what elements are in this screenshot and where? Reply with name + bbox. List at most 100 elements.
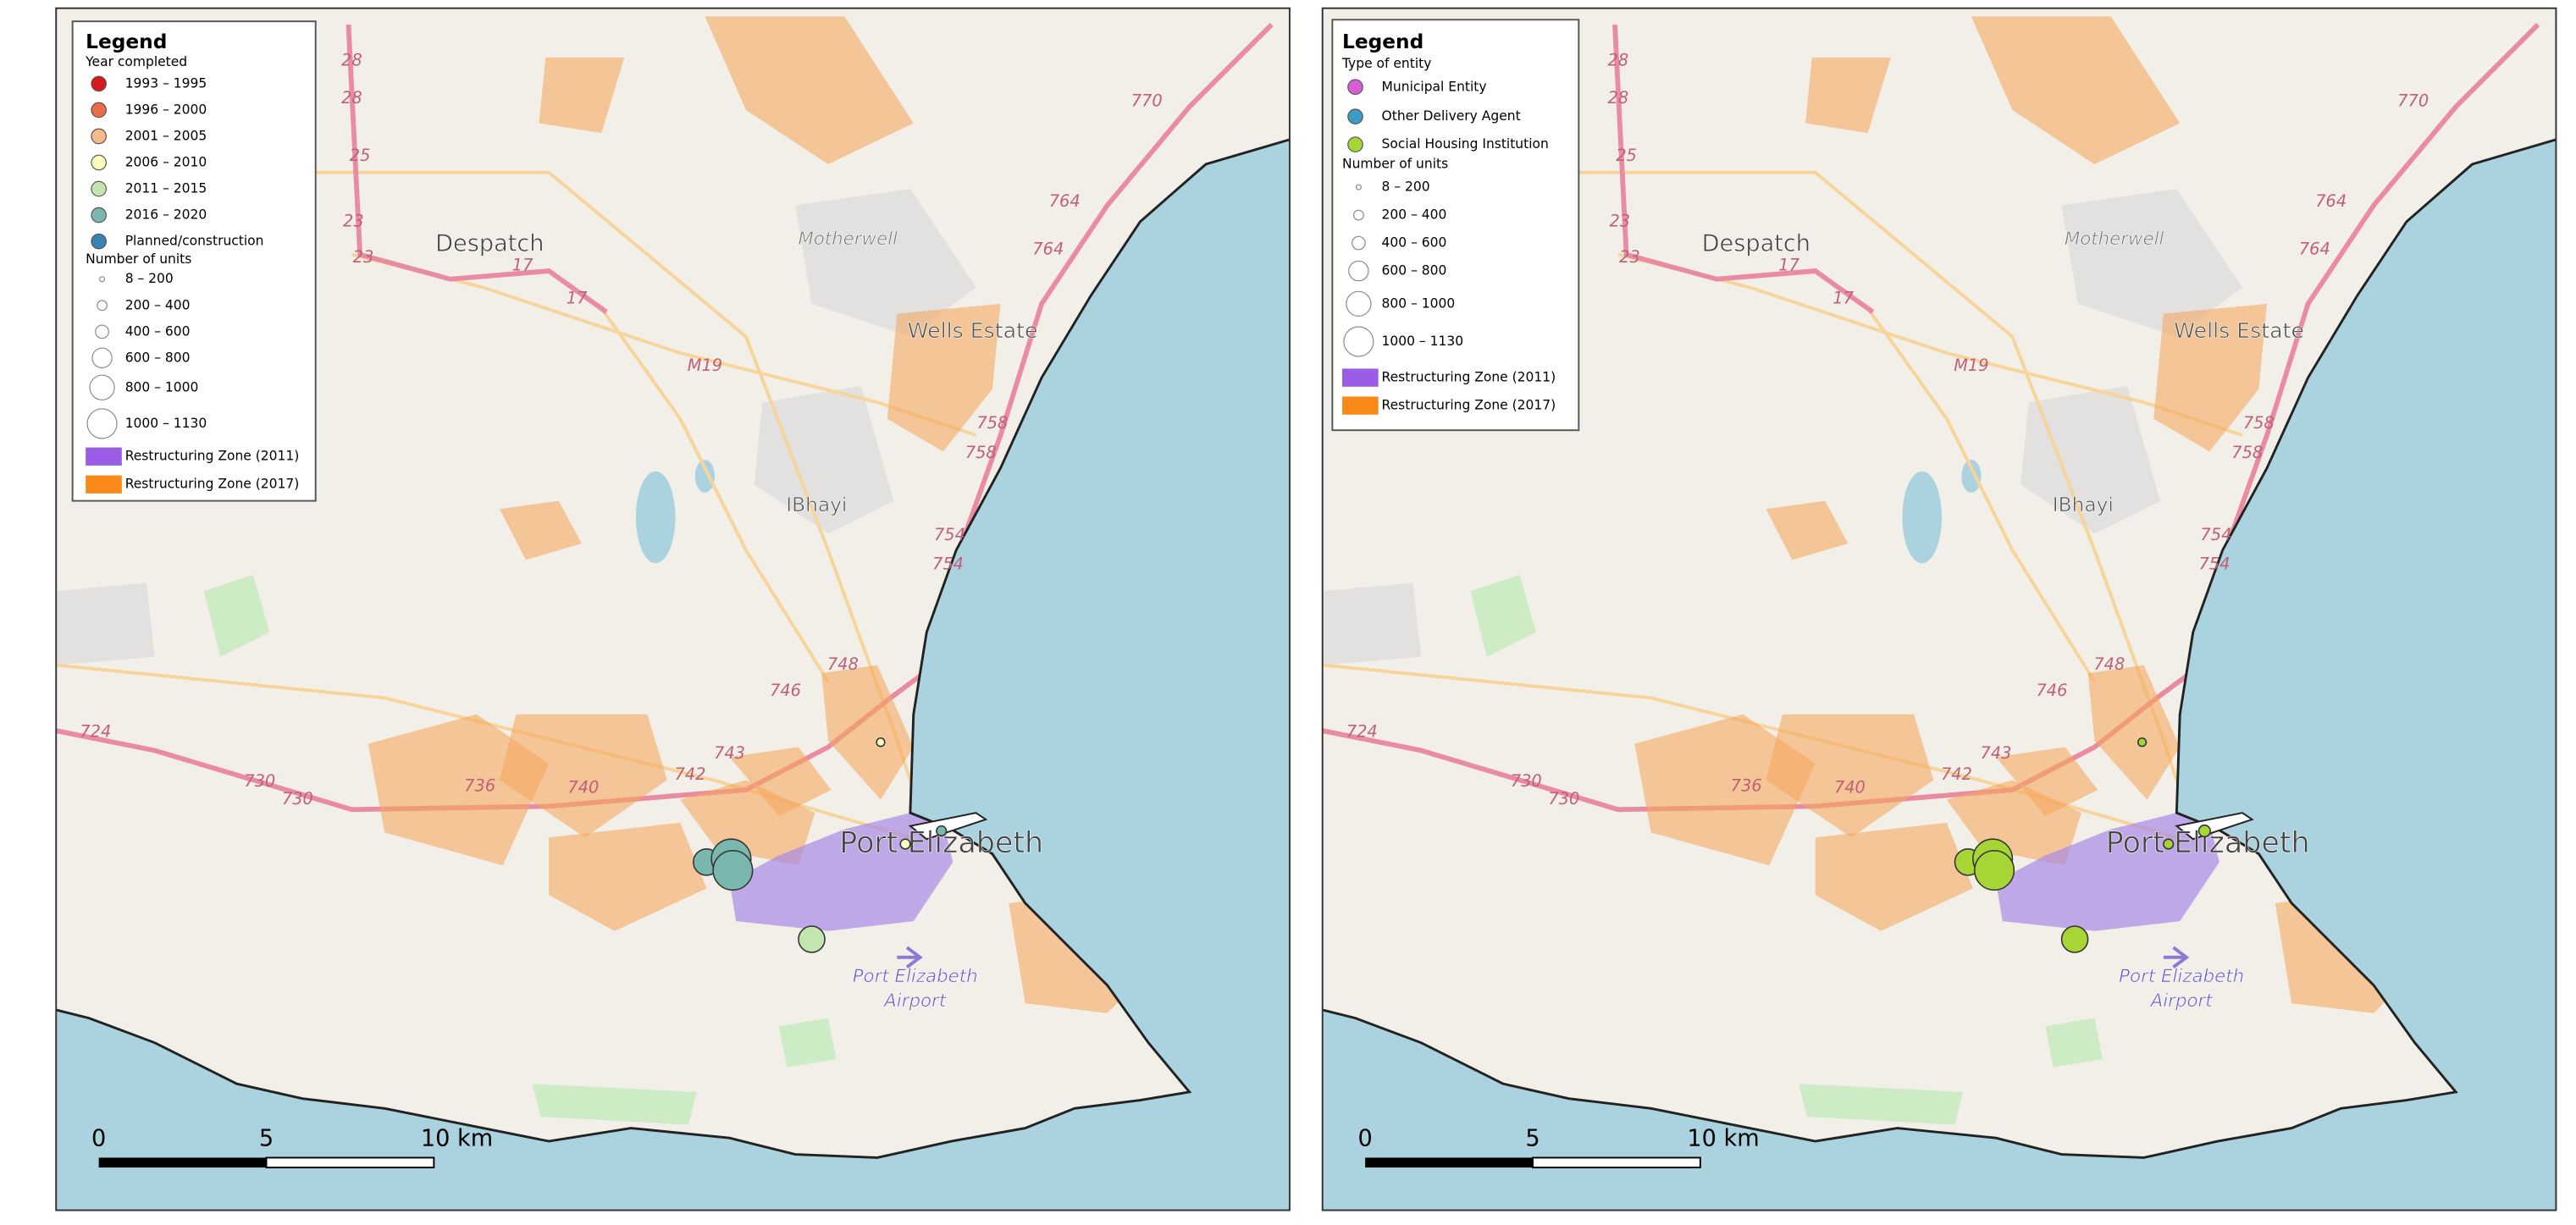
scale-label: 10 km <box>421 1126 493 1152</box>
place-label: Motherwell <box>2065 229 2164 250</box>
legend-label: Municipal Entity <box>1382 79 1487 94</box>
legend-swatch <box>91 75 107 92</box>
urban-area <box>1322 582 1422 665</box>
harbour <box>908 812 988 841</box>
place-label: IBhayi <box>786 494 847 516</box>
legend-label: Planned/construction <box>125 234 264 249</box>
map-content: 28 28 25 23 23 17 17 770 764 764 758 758 754 754 748 74… <box>56 8 1290 1211</box>
road-label: 724 <box>80 722 111 742</box>
road-label: 23 <box>353 247 374 267</box>
legend-size <box>95 324 109 339</box>
restructuring-zone-2017 <box>2087 665 2181 800</box>
restructuring-zone-2017 <box>1766 714 1934 838</box>
legend-label: Social Housing Institution <box>1382 136 1549 152</box>
lake <box>694 460 716 493</box>
restructuring-zone-2017 <box>499 714 667 838</box>
park <box>778 1018 837 1068</box>
road-label: 23 <box>1609 211 1630 230</box>
road-label: 736 <box>1731 776 1762 796</box>
park <box>203 574 270 657</box>
housing-project <box>2163 838 2175 850</box>
road-label: 740 <box>1834 778 1866 797</box>
panel-frame <box>1321 7 2557 1211</box>
park <box>532 1084 697 1125</box>
road-label: 746 <box>2036 681 2067 700</box>
legend-label: Other Delivery Agent <box>1382 108 1521 124</box>
legend-label: 200 – 400 <box>1382 207 1447 223</box>
legend-size <box>89 374 115 400</box>
restructuring-zone-2017 <box>549 822 707 931</box>
legend-size <box>97 300 108 312</box>
legend-label: 2016 – 2020 <box>125 207 207 223</box>
park <box>2045 1018 2103 1068</box>
scale-bar <box>1365 1157 1534 1168</box>
legend-label: 2006 – 2010 <box>125 155 207 170</box>
road-label: 730 <box>282 789 313 808</box>
road-label: M19 <box>1954 356 1988 375</box>
road-label: 28 <box>341 88 362 108</box>
place-label: Wells Estate <box>908 318 1038 343</box>
place-label: Motherwell <box>798 229 898 250</box>
legend-title: Legend <box>86 30 167 53</box>
place-label: Port Elizabeth <box>853 966 978 987</box>
road-label: 17 <box>1832 289 1854 308</box>
legend-label: 400 – 600 <box>125 323 191 339</box>
road-label: 742 <box>674 764 705 784</box>
road-label: 28 <box>341 50 362 69</box>
road-label: 730 <box>244 771 275 791</box>
legend-zone <box>86 475 122 494</box>
highway <box>345 24 608 314</box>
road-label: 17 <box>567 289 588 308</box>
legend-swatch <box>1347 108 1363 125</box>
scale-label: 0 <box>1358 1126 1373 1152</box>
restructuring-zone-2017 <box>821 665 914 800</box>
housing-project <box>1974 849 2015 891</box>
legend-label: 600 – 800 <box>1382 263 1447 279</box>
airport-icon <box>2163 946 2190 969</box>
legend-label: 1996 – 2000 <box>125 102 207 117</box>
housing-project <box>876 737 886 748</box>
road-label: 17 <box>512 256 533 275</box>
place-label: IBhayi <box>2053 494 2114 516</box>
place-label: Port Elizabeth <box>2119 966 2244 987</box>
legend-size <box>99 276 106 283</box>
road-label: 23 <box>343 211 364 230</box>
road-label: 742 <box>1941 764 1972 784</box>
legend-label: 800 – 1000 <box>1382 295 1456 311</box>
legend-label: Restructuring Zone (2017) <box>125 477 300 492</box>
restructuring-zone-2017 <box>1996 747 2098 817</box>
map-panel: 28 28 25 23 23 17 17 770 764 764 758 758 754 754 748 74… <box>1321 7 2557 1211</box>
urban-area <box>56 582 155 665</box>
park <box>1470 574 1536 657</box>
road-label: 28 <box>1608 88 1629 108</box>
legend-swatch <box>1347 79 1363 96</box>
legend-swatch <box>91 102 107 119</box>
road-label: 748 <box>2093 654 2125 674</box>
housing-project <box>2137 737 2148 748</box>
legend-swatch <box>91 233 107 250</box>
legend-label: 400 – 600 <box>1382 235 1447 251</box>
coastline <box>1322 138 2557 1159</box>
legend-size <box>1348 260 1369 282</box>
restructuring-zone-2017 <box>1815 822 1973 931</box>
legend-label: 200 – 400 <box>125 297 191 312</box>
legend-size <box>86 408 118 439</box>
road <box>1863 302 2097 682</box>
road-label: 770 <box>2397 91 2429 111</box>
sea <box>56 8 1290 1211</box>
legend-group: Number of units <box>1342 156 1448 171</box>
restructuring-zone-2017 <box>887 303 1001 452</box>
place-label: Despatch <box>435 231 544 257</box>
map-content: 28 28 25 23 23 17 17 770 764 764 758 758 754 754 748 74… <box>1322 8 2557 1211</box>
scale-label: 10 km <box>1687 1126 1759 1152</box>
highway <box>1612 24 1875 314</box>
urban-area <box>2061 189 2242 337</box>
legend-size <box>1353 209 1364 221</box>
legend-zone <box>1342 396 1379 415</box>
housing-project <box>712 849 754 891</box>
legend-label: 8 – 200 <box>1382 179 1430 195</box>
legend-group: Number of units <box>86 251 191 267</box>
road-label: 758 <box>2231 443 2263 462</box>
